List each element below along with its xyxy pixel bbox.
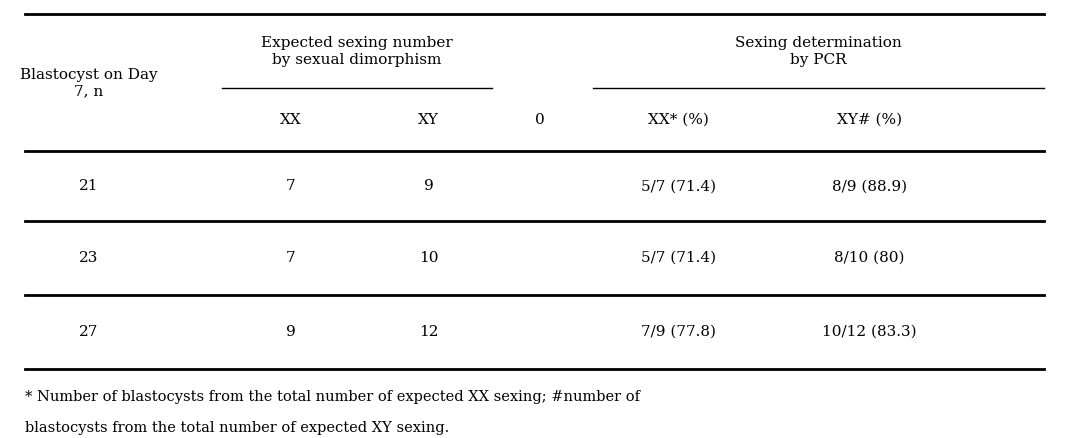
Text: 0: 0 — [536, 113, 545, 127]
Text: 8/9 (88.9): 8/9 (88.9) — [831, 179, 907, 193]
Text: Expected sexing number
by sexual dimorphism: Expected sexing number by sexual dimorph… — [261, 36, 452, 67]
Text: 27: 27 — [79, 325, 98, 339]
Text: Blastocyst on Day
7, n: Blastocyst on Day 7, n — [20, 68, 158, 98]
Text: 23: 23 — [79, 251, 98, 265]
Text: 5/7 (71.4): 5/7 (71.4) — [640, 179, 716, 193]
Text: 10: 10 — [419, 251, 439, 265]
Text: XX: XX — [280, 113, 302, 127]
Text: XY# (%): XY# (%) — [837, 113, 902, 127]
Text: 10/12 (83.3): 10/12 (83.3) — [822, 325, 917, 339]
Text: 12: 12 — [419, 325, 439, 339]
Text: XY: XY — [418, 113, 440, 127]
Text: blastocysts from the total number of expected XY sexing.: blastocysts from the total number of exp… — [26, 420, 449, 434]
Text: 5/7 (71.4): 5/7 (71.4) — [640, 251, 716, 265]
Text: 7: 7 — [286, 251, 296, 265]
Text: 21: 21 — [79, 179, 99, 193]
Text: Sexing determination
by PCR: Sexing determination by PCR — [735, 36, 903, 67]
Text: 7/9 (77.8): 7/9 (77.8) — [640, 325, 716, 339]
Text: 8/10 (80): 8/10 (80) — [834, 251, 905, 265]
Text: 9: 9 — [286, 325, 296, 339]
Text: 9: 9 — [424, 179, 433, 193]
Text: * Number of blastocysts from the total number of expected XX sexing; #number of: * Number of blastocysts from the total n… — [26, 390, 640, 404]
Text: 7: 7 — [286, 179, 296, 193]
Text: XX* (%): XX* (%) — [648, 113, 708, 127]
